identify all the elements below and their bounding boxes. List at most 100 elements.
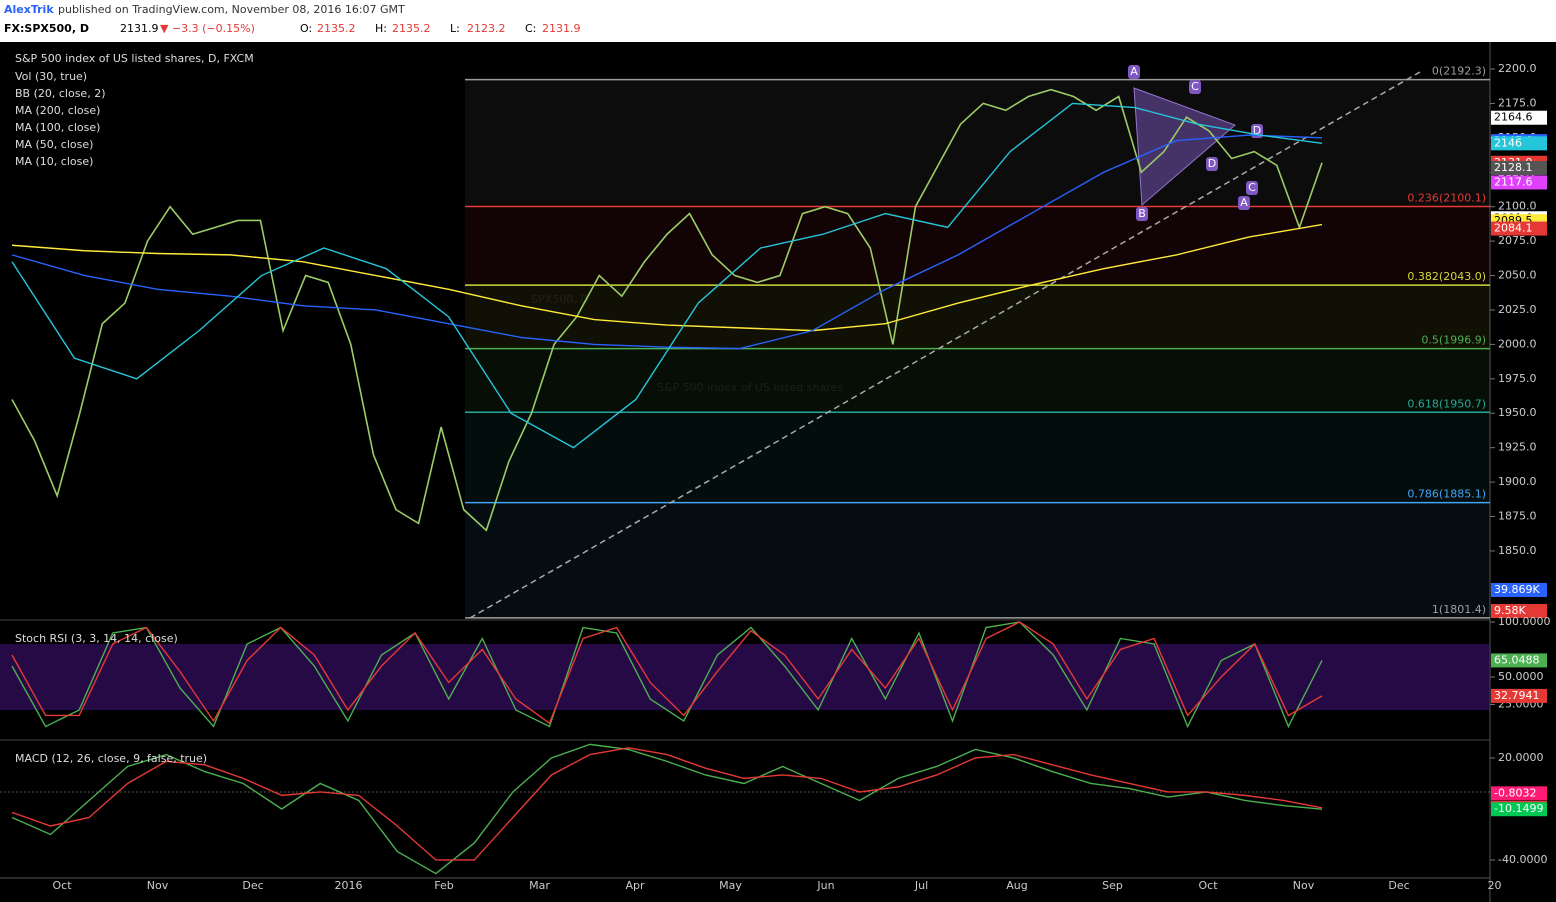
indicator-label: MA (10, close): [15, 155, 93, 168]
price-badge: [1491, 221, 1547, 236]
fib-zone: [465, 79, 1490, 207]
indicator-label: MA (100, close): [15, 121, 100, 134]
ohlc-key: L:: [450, 22, 460, 35]
price-badge: [1491, 802, 1547, 817]
author[interactable]: AlexTrik: [4, 3, 54, 16]
pattern-label: C: [1248, 181, 1256, 194]
y-tick-label: 1950.0: [1498, 406, 1537, 419]
pattern-badge: [1189, 80, 1201, 94]
indicator-label: Vol (30, true): [15, 70, 87, 83]
ohlc-key: H:: [375, 22, 387, 35]
y-tick-label: 1975.0: [1498, 372, 1537, 385]
x-tick-label: Aug: [1006, 879, 1027, 892]
fib-label: 0(2192.3): [1432, 65, 1486, 78]
fib-label: 0.236(2100.1): [1407, 192, 1486, 205]
fib-zone: [465, 285, 1490, 349]
x-tick-label: Jun: [816, 879, 834, 892]
x-tick-label: Feb: [434, 879, 453, 892]
x-tick-label: Apr: [625, 879, 645, 892]
price-badge: [1491, 136, 1547, 151]
x-tick-label: Oct: [1198, 879, 1218, 892]
fib-label: 0.786(1885.1): [1407, 488, 1486, 501]
indicator-label: MA (200, close): [15, 104, 100, 117]
watermark-desc: S&P 500 index of US listed shares: [657, 381, 843, 394]
y-tick-label: 1875.0: [1498, 510, 1537, 523]
y-tick-label: 2175.0: [1498, 96, 1537, 109]
y-tick-label: 2200.0: [1498, 62, 1537, 75]
pattern-label: A: [1240, 196, 1248, 209]
price-badge: [1491, 688, 1547, 703]
volume-badge: [1491, 583, 1547, 597]
y-tick-label: 2000.0: [1498, 337, 1537, 350]
series-line: [11, 134, 1323, 350]
pattern-label: D: [1253, 124, 1261, 137]
price-badge: [1491, 653, 1547, 668]
price-badge-label: -10.1499: [1494, 802, 1543, 815]
x-tick-label: Nov: [147, 879, 169, 892]
pattern-label: D: [1208, 157, 1216, 170]
ohlc-value: 2135.2: [392, 22, 431, 35]
y-tick-label: 2050.0: [1498, 269, 1537, 282]
x-tick-label: Mar: [529, 879, 550, 892]
y-tick-label: 1850.0: [1498, 544, 1537, 557]
x-tick-label: 2016: [335, 879, 363, 892]
fib-zone: [465, 206, 1490, 286]
price-badge-label: 65.0488: [1494, 653, 1540, 666]
x-tick-label: Jul: [914, 879, 928, 892]
pane-title: Stoch RSI (3, 3, 14, 14, close): [15, 632, 178, 645]
indicator-label: MA (50, close): [15, 138, 93, 151]
series-line: [11, 621, 1323, 725]
price-badge-label: 2084.1: [1494, 222, 1533, 235]
price-badge-label: -0.8032: [1494, 786, 1536, 799]
change: ▼ −3.3 (−0.15%): [160, 22, 255, 35]
pattern-badge: [1206, 157, 1218, 171]
y-tick-label: 50.0000: [1498, 670, 1544, 683]
triangle-pattern: [1133, 87, 1236, 207]
ohlc-key: C:: [525, 22, 536, 35]
y-tick-label: 100.0000: [1498, 615, 1551, 628]
pattern-badge: [1246, 181, 1258, 195]
x-tick-label: Dec: [242, 879, 263, 892]
ohlc-value: 2131.9: [542, 22, 581, 35]
y-tick-label: 2025.0: [1498, 303, 1537, 316]
pane-title: MACD (12, 26, close, 9, false, true): [15, 752, 207, 765]
y-tick-label: 1925.0: [1498, 441, 1537, 454]
series-line: [11, 747, 1323, 861]
fib-label: 0.382(2043.0): [1407, 270, 1486, 283]
pattern-badge: [1136, 207, 1148, 221]
fib-label: 0.618(1950.7): [1407, 397, 1486, 410]
fib-zone: [465, 348, 1490, 413]
x-tick-label: Oct: [52, 879, 72, 892]
y-tick-label: 1900.0: [1498, 475, 1537, 488]
series-line: [11, 743, 1323, 875]
pattern-badge: [1238, 196, 1250, 210]
x-tick-label: 20: [1488, 879, 1502, 892]
watermark-symbol: SPX500, D: [531, 293, 589, 306]
price-badge: [1491, 175, 1547, 190]
price-badge-label: 2164.6: [1494, 111, 1533, 124]
pane-title: S&P 500 index of US listed shares, D, FX…: [15, 52, 254, 65]
x-tick-label: May: [719, 879, 742, 892]
symbol: FX:SPX500, D: [4, 22, 89, 35]
y-tick-label: -40.0000: [1498, 853, 1547, 866]
x-tick-label: Nov: [1293, 879, 1315, 892]
ohlc-key: O:: [300, 22, 312, 35]
x-tick-label: Sep: [1102, 879, 1123, 892]
price-badge: [1491, 110, 1547, 125]
fib-label: 0.5(1996.9): [1421, 334, 1486, 347]
y-tick-label: 2100.0: [1498, 200, 1537, 213]
series-line: [11, 223, 1323, 332]
y-tick-label: 2075.0: [1498, 234, 1537, 247]
ohlc-value: 2123.2: [467, 22, 506, 35]
y-tick-label: 20.0000: [1498, 751, 1544, 764]
ohlc-value: 2135.2: [317, 22, 356, 35]
fib-label: 1(1801.4): [1432, 603, 1486, 616]
fib-zone: [465, 502, 1490, 618]
price-badge-label: 2117.6: [1494, 175, 1533, 188]
price-badge-label: 2128.1: [1494, 161, 1533, 174]
last: 2131.9: [120, 22, 159, 35]
pattern-label: B: [1138, 207, 1146, 220]
x-tick-label: Dec: [1388, 879, 1409, 892]
indicator-label: BB (20, close, 2): [15, 87, 106, 100]
